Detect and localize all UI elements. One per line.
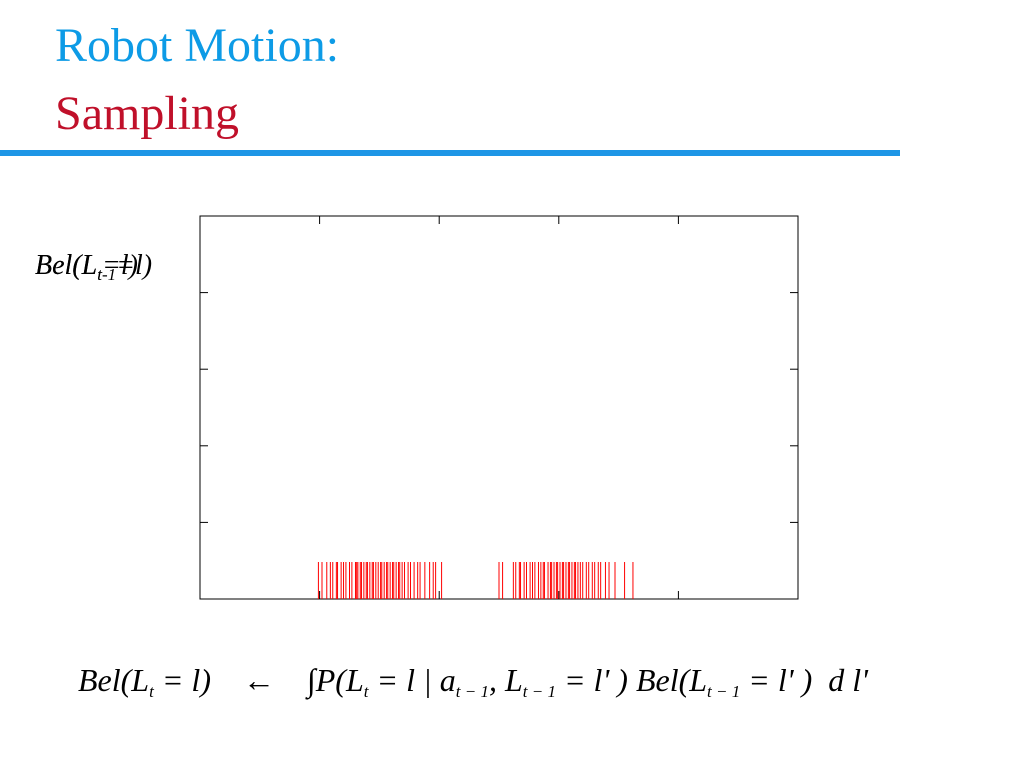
- plot-frame: [199, 215, 799, 600]
- y-label-part: =l): [116, 250, 153, 281]
- y-label-part: Bel(L: [35, 250, 98, 281]
- formula-part: t: [363, 682, 369, 701]
- y-label-part: t-1: [97, 265, 117, 284]
- y-label: Bel(Lt=l): [35, 250, 138, 285]
- formula-part: , L: [488, 662, 523, 698]
- formula-part: t: [149, 682, 154, 701]
- formula: Bel(Lt = l) ← ∫P(Lt = l | at − 1, Lt − 1…: [78, 662, 868, 702]
- formula-part: t − 1: [707, 682, 741, 701]
- formula-part: = l) ←: [153, 662, 307, 698]
- formula-part: Bel(L: [78, 662, 150, 698]
- formula-part: = l | a: [368, 662, 456, 698]
- formula-part: ∫P(L: [306, 662, 364, 698]
- title: Robot Motion:: [55, 19, 340, 72]
- formula-part: t − 1: [455, 682, 489, 701]
- y-label-part: t: [97, 265, 102, 284]
- formula-part: = l' ) Bel(L: [555, 662, 708, 698]
- divider: [0, 150, 900, 156]
- y-label-part: Bel(L: [35, 250, 98, 281]
- subtitle: Sampling: [55, 87, 240, 140]
- y-label: Bel(Lt-1=l): [35, 250, 152, 285]
- formula-part: = l' ) d l': [740, 662, 868, 698]
- formula-part: t − 1: [522, 682, 556, 701]
- y-label-part: =l): [101, 250, 138, 281]
